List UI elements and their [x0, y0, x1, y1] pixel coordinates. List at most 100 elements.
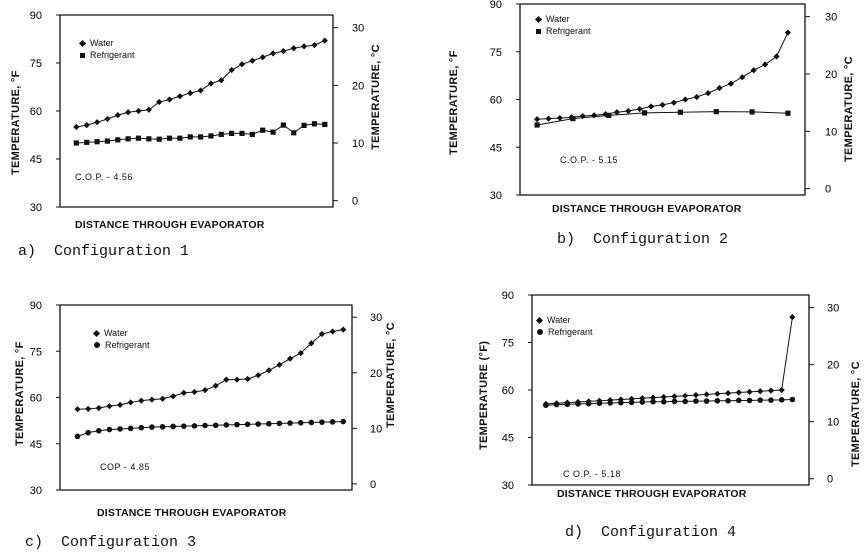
data-point-water [682, 96, 689, 103]
data-point-refrigerant [628, 399, 635, 406]
data-point-refrigerant [276, 420, 283, 427]
data-point-refrigerant [94, 139, 100, 145]
data-point-water [104, 115, 111, 123]
data-point-refrigerant [127, 425, 134, 432]
data-point-refrigerant [311, 121, 318, 127]
data-point-water [735, 389, 742, 396]
data-point-water [280, 48, 287, 55]
diamond-marker-icon [92, 329, 101, 337]
axes-frame [519, 3, 806, 196]
data-point-refrigerant [218, 131, 224, 137]
data-point-water [148, 396, 156, 403]
data-point-water [269, 50, 277, 57]
data-point-refrigerant [106, 426, 113, 433]
data-point-water [692, 391, 700, 399]
data-point-water [761, 61, 769, 68]
data-point-refrigerant [677, 109, 684, 115]
y-right-tick-label: 30 [825, 12, 837, 24]
chart-c-ylabel-left: TEMPERATURE, °F [14, 341, 26, 446]
chart-c-xlabel: DISTANCE THROUGH EVAPORATOR [97, 507, 287, 519]
data-point-water [228, 66, 235, 74]
chart-panel-a: 90 75 60 45 30 30 20 10 0 TEMPERATURE, °F TEMPER… [0, 0, 430, 275]
data-point-refrigerant [757, 397, 764, 403]
y-right-tick-label: 20 [352, 80, 364, 92]
y-left-tick-label: 90 [30, 10, 42, 22]
data-point-refrigerant [135, 135, 142, 141]
circle-marker-icon [537, 329, 543, 335]
legend-item-water: Water [78, 37, 135, 49]
legend-item-refrigerant: Refrigerant [536, 25, 591, 37]
chart-c-cop: COP - 4.85 [100, 462, 150, 472]
data-point-refrigerant [287, 420, 293, 426]
chart-c-caption: c) Configuration 3 [25, 534, 197, 551]
data-point-water [716, 84, 723, 92]
data-point-water [703, 391, 710, 398]
data-point-refrigerant [85, 429, 91, 436]
data-point-refrigerant [746, 397, 753, 404]
data-point-refrigerant [255, 421, 262, 427]
data-point-refrigerant [650, 398, 656, 405]
data-point-water [784, 29, 792, 36]
data-point-refrigerant [641, 110, 648, 116]
data-point-water [233, 376, 241, 383]
data-point-refrigerant [322, 121, 328, 128]
y-right-tick-label: 10 [370, 423, 382, 435]
y-right-tick-label: 0 [827, 474, 833, 486]
data-point-refrigerant [125, 136, 131, 142]
data-point-refrigerant [291, 130, 297, 136]
data-point-water [166, 96, 173, 103]
data-point-water [73, 123, 80, 131]
chart-b-svg: 90 75 60 45 30 30 20 10 0 [490, 0, 838, 202]
data-point-water [724, 390, 732, 397]
y-left-tick-label: 75 [30, 58, 42, 70]
chart-c-legend: Water Refrigerant [92, 327, 150, 351]
axes-frame [59, 304, 353, 491]
data-point-refrigerant [117, 426, 123, 432]
chart-a-svg: 90 75 60 45 30 30 20 10 0 [30, 10, 365, 214]
y-left-tick-label: 90 [502, 290, 514, 302]
y-right-tick-label: 0 [370, 479, 376, 491]
diamond-marker-icon [534, 15, 543, 23]
data-point-refrigerant [159, 423, 166, 430]
data-point-water [138, 397, 145, 404]
data-point-refrigerant [84, 139, 90, 145]
data-point-water [613, 109, 621, 116]
data-point-refrigerant [115, 137, 121, 143]
data-point-water [145, 106, 152, 113]
data-point-water [197, 87, 204, 94]
chart-d-ylabel-right: TEMPERATURE, °C [850, 361, 862, 467]
data-point-refrigerant [104, 138, 111, 144]
y-left-tick-label: 45 [490, 142, 502, 154]
data-point-water [187, 89, 194, 97]
y-left-tick-label: 45 [30, 154, 42, 166]
y-left-tick-label: 45 [502, 433, 514, 445]
data-point-refrigerant [191, 423, 198, 429]
chart-panel-d: 90 75 60 45 30 30 20 10 0 TEMPERATURE (°F) TEMPE… [432, 280, 864, 557]
data-point-water [74, 406, 81, 413]
data-point-refrigerant [239, 130, 245, 136]
chart-d-svg: 90 75 60 45 30 30 20 10 0 [502, 290, 840, 492]
data-point-refrigerant [73, 140, 79, 146]
data-point-water [590, 112, 598, 119]
data-point-refrigerant [585, 400, 592, 407]
y-left-tick-label: 60 [490, 95, 502, 107]
data-point-refrigerant [170, 423, 176, 430]
y-right-tick-label: 10 [825, 126, 837, 138]
data-point-refrigerant [202, 422, 208, 429]
data-point-water [286, 355, 294, 362]
data-point-water [647, 103, 655, 110]
data-point-water [180, 389, 187, 396]
data-point-water [545, 115, 552, 122]
y-left-tick-label: 60 [30, 106, 42, 118]
data-point-refrigerant [606, 112, 612, 119]
y-left-tick-label: 30 [490, 190, 502, 202]
data-point-water [259, 54, 266, 61]
data-point-water [318, 330, 326, 338]
square-marker-icon [536, 28, 541, 34]
y-right-tick-label: 30 [827, 303, 839, 315]
data-point-refrigerant [229, 130, 235, 136]
data-point-water [714, 390, 721, 397]
data-point-refrigerant [177, 135, 183, 141]
data-point-water [176, 93, 184, 100]
y-left-tick-label: 75 [490, 47, 502, 59]
